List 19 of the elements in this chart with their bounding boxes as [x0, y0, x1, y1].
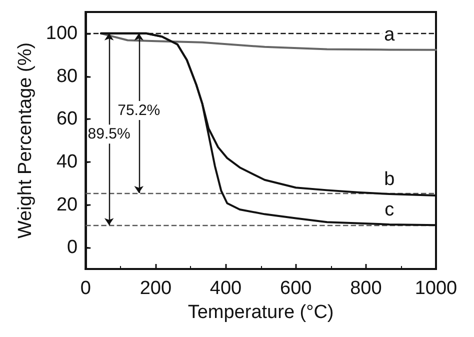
y-tick-label: 100 [46, 22, 78, 44]
y-tick-label: 40 [56, 151, 78, 172]
y-tick-label: 0 [67, 237, 78, 258]
x-tick-label: 800 [350, 278, 382, 299]
y-tick-label: 60 [56, 108, 78, 130]
x-tick-label: 400 [210, 278, 242, 299]
series-label: a [384, 24, 396, 46]
y-tick-label: 20 [56, 194, 78, 216]
y-axis-title: Weight Percentage (%) [15, 42, 36, 239]
annotation: 75.2% [118, 102, 160, 120]
annotation: 89.5% [88, 126, 130, 143]
series-label: c [384, 199, 394, 220]
x-tick-label: 200 [140, 278, 172, 299]
y-tick-label: 80 [56, 66, 78, 87]
x-tick-label: 600 [280, 278, 312, 299]
x-tick-label: 1000 [414, 278, 458, 299]
x-tick-label: 0 [80, 278, 91, 299]
x-axis-title: Temperature (°C) [188, 302, 334, 323]
series-label: b [384, 169, 395, 190]
